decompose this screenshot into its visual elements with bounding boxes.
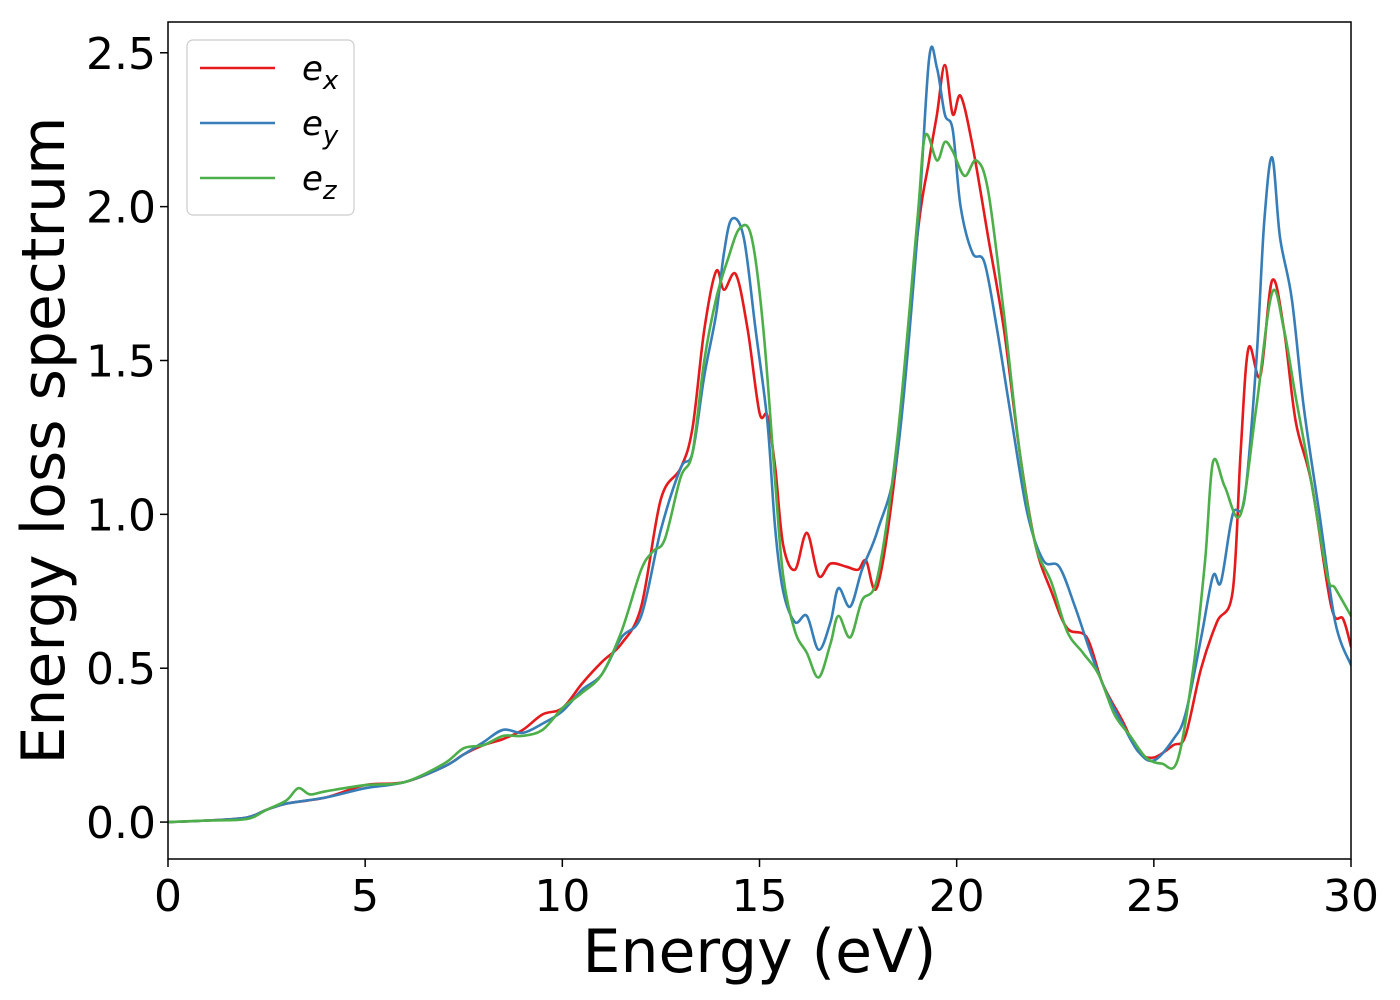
x-tick-label: 30 (1323, 871, 1379, 922)
legend-item-z: ez (200, 159, 338, 206)
x-tick-label: 0 (154, 871, 182, 922)
series-line-y (168, 45, 1351, 824)
legend-item-y: ey (200, 104, 339, 151)
y-tick-label: 0.5 (86, 644, 156, 695)
y-tick-label: 2.0 (86, 183, 156, 234)
legend-box (186, 39, 355, 216)
y-tick-label: 0.0 (86, 798, 156, 849)
x-tick-label: 25 (1126, 871, 1182, 922)
x-axis: 0 5 10 15 20 25 30 (154, 859, 1379, 922)
y-tick-label: 1.0 (86, 490, 156, 541)
plot-lines (168, 45, 1351, 824)
legend-item-x: ex (200, 49, 339, 96)
y-axis-title: Energy loss spectrum (9, 116, 79, 764)
legend: ex ey ez (186, 39, 355, 216)
x-tick-label: 5 (351, 871, 379, 922)
x-axis-title: Energy (eV) (583, 917, 937, 987)
legend-label: ez (302, 159, 338, 206)
x-tick-label: 20 (929, 871, 985, 922)
legend-label: ey (302, 104, 339, 151)
x-tick-label: 15 (732, 871, 788, 922)
series-line-z (168, 132, 1351, 824)
legend-label: ex (302, 49, 339, 96)
y-axis: 0.0 0.5 1.0 1.5 2.0 2.5 (86, 29, 168, 849)
x-tick-label: 10 (534, 871, 590, 922)
y-tick-label: 2.5 (86, 29, 156, 80)
y-tick-label: 1.5 (86, 336, 156, 387)
